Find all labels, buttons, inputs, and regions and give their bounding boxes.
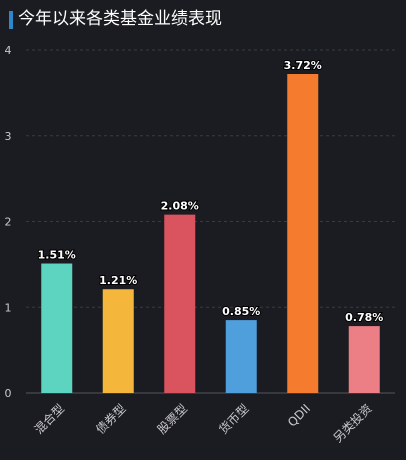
x-tick-label: QDII (285, 401, 313, 429)
x-tick-label: 股票型 (155, 401, 190, 436)
x-tick-label: 债券型 (93, 401, 129, 437)
title-accent-bar (9, 11, 13, 29)
data-label: 1.51% (38, 249, 76, 262)
bar (41, 263, 73, 393)
bar (102, 289, 134, 393)
data-label: 2.08% (161, 200, 199, 213)
y-tick-label: 0 (5, 387, 12, 400)
data-label: 0.85% (222, 305, 260, 318)
bar (164, 214, 196, 393)
bar (225, 320, 257, 393)
y-tick-label: 1 (5, 301, 12, 314)
data-label: 3.72% (284, 59, 322, 72)
data-label: 0.78% (345, 311, 383, 324)
y-tick-label: 4 (5, 44, 12, 57)
y-tick-label: 3 (5, 130, 12, 143)
chart-title: 今年以来各类基金业绩表现 (18, 9, 222, 29)
bar (348, 326, 380, 393)
bar (287, 74, 319, 393)
y-tick-label: 2 (5, 216, 12, 229)
data-label: 1.21% (99, 274, 137, 287)
x-tick-label: 货币型 (216, 401, 252, 437)
x-tick-label: 混合型 (31, 401, 67, 437)
x-tick-label: 另类投资 (330, 401, 375, 446)
